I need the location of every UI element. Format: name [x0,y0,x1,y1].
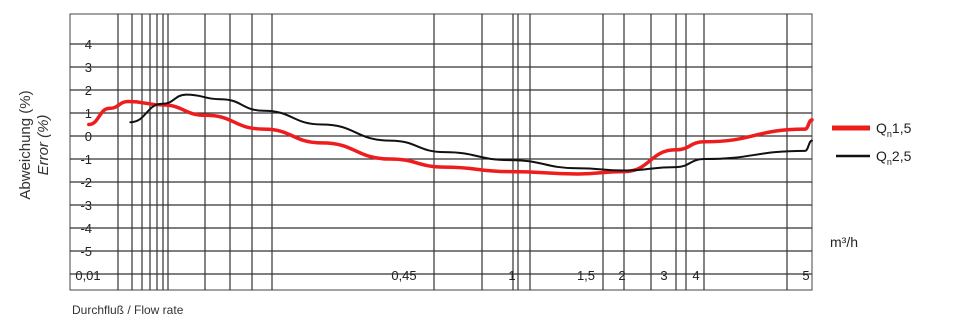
y-tick-label: -5 [80,244,92,259]
x-tick-label: 0,45 [391,268,416,283]
series-layer [87,93,814,176]
y-tick-label: -3 [80,198,92,213]
legend-item-series-1: Qn1,5 [832,120,912,139]
x-tick-labels: 0,01 0,45 1 1,5 2 3 4 5 [75,268,809,283]
x-tick-label: 1 [508,268,515,283]
series-line-2 [129,93,813,172]
x-unit-label: m³/h [830,234,858,250]
y-axis-title-de: Abweichung (%) [17,90,34,199]
legend-item-series-2: Qn2,5 [836,148,912,167]
y-axis-title: Abweichung (%) [17,90,34,199]
y-tick-label: 3 [85,60,92,75]
y-tick-labels: 4 3 2 1 0 -1 -2 -3 -4 -5 [80,37,92,259]
x-tick-label: 5 [802,268,809,283]
legend-label-series-1: Qn1,5 [876,120,912,139]
y-tick-label: -2 [80,175,92,190]
x-tick-label: 2 [618,268,625,283]
legend: Qn1,5 Qn2,5 [832,120,912,167]
grid [69,13,813,291]
y-tick-label: -4 [80,221,92,236]
y-tick-label: 1 [85,106,92,121]
y-tick-label: 2 [85,83,92,98]
plot-frame [69,13,813,291]
legend-label-series-2: Qn2,5 [876,148,912,167]
x-tick-label: 0,01 [75,268,100,283]
y-tick-label: 4 [85,37,92,52]
series-line-1 [87,99,814,176]
y-tick-label: 0 [85,129,92,144]
y-axis-title-2: Error (%) [35,115,52,176]
x-tick-label: 3 [660,268,667,283]
x-tick-label: 1,5 [577,268,595,283]
x-tick-label: 4 [692,268,699,283]
y-tick-label: -1 [80,152,92,167]
y-axis-title-en: Error (%) [35,115,52,176]
x-axis-title: Durchfluß / Flow rate [72,303,184,317]
